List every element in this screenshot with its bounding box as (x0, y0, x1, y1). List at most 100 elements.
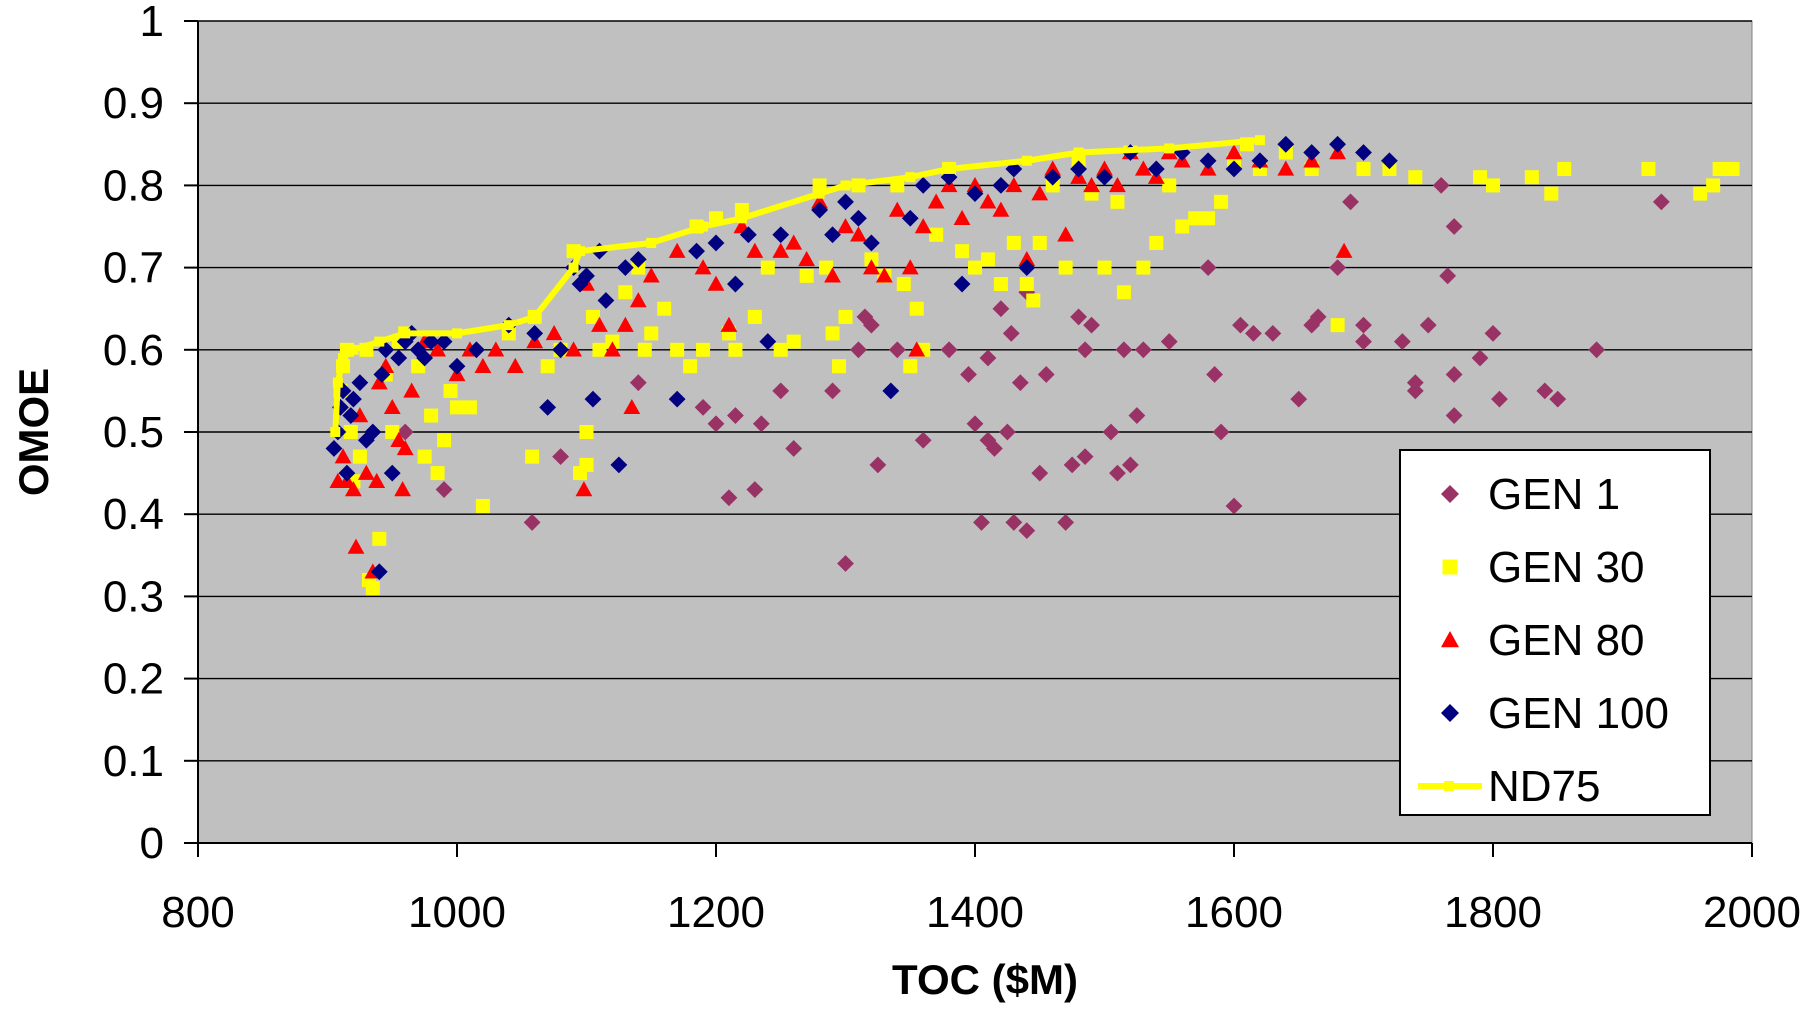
y-tick-label: 0.3 (103, 572, 164, 621)
data-point (840, 180, 851, 191)
data-point (1006, 235, 1021, 250)
data-point (1232, 316, 1249, 334)
data-point (462, 400, 477, 415)
data-point (644, 326, 659, 341)
data-point (506, 357, 524, 373)
x-tick-label: 1200 (667, 888, 765, 937)
data-point (837, 218, 854, 234)
data-point (979, 349, 997, 367)
data-point (1473, 170, 1488, 185)
data-point (1018, 250, 1036, 267)
y-tick-label: 0.8 (103, 161, 164, 210)
data-point (980, 252, 995, 267)
data-point (578, 267, 595, 285)
data-point (814, 188, 825, 199)
data-point (668, 242, 686, 258)
data-point (1652, 193, 1670, 211)
legend-label: GEN 80 (1488, 616, 1645, 665)
data-point (759, 333, 777, 350)
data-point (1439, 267, 1457, 285)
data-point (330, 427, 341, 437)
data-point (908, 341, 926, 357)
data-point (424, 408, 439, 423)
data-point (416, 349, 434, 367)
data-point (584, 390, 602, 408)
data-point (334, 448, 352, 464)
data-point (468, 341, 485, 359)
data-point (565, 341, 582, 357)
data-point (1706, 178, 1721, 193)
data-point (552, 341, 569, 359)
data-point (450, 400, 464, 415)
data-point (850, 226, 867, 242)
data-point (720, 489, 738, 507)
data-point (1419, 316, 1437, 334)
data-point (683, 359, 698, 374)
data-point (443, 383, 458, 398)
data-point (953, 275, 971, 293)
legend-marker-swatch (1444, 781, 1454, 791)
data-point (1021, 155, 1032, 166)
data-point (545, 324, 563, 341)
data-point (1115, 341, 1133, 359)
y-tick-label: 0.7 (103, 244, 164, 293)
data-point (529, 311, 540, 322)
data-point (1212, 423, 1230, 441)
data-point (869, 456, 887, 474)
legend-item: GEN 80 (1441, 616, 1645, 665)
data-point (1175, 219, 1190, 234)
data-point (585, 309, 600, 324)
data-point (1277, 160, 1295, 176)
data-point (888, 201, 906, 217)
data-point (1486, 178, 1500, 193)
data-point (901, 209, 919, 227)
data-point (837, 555, 854, 572)
data-point (914, 177, 932, 194)
data-point (1070, 308, 1087, 326)
data-point (539, 398, 557, 416)
data-point (523, 514, 541, 531)
x-axis-title: TOC ($M) (892, 956, 1078, 1003)
data-point (993, 277, 1008, 292)
data-point (357, 464, 375, 480)
x-tick-label: 800 (161, 888, 234, 937)
data-point (668, 390, 686, 408)
data-point (616, 259, 634, 276)
data-point (1355, 316, 1372, 334)
data-point (435, 333, 453, 350)
data-point (1693, 186, 1708, 201)
data-point (670, 342, 685, 357)
data-point (1134, 341, 1152, 359)
data-point (575, 246, 586, 257)
y-tick-label: 0.9 (103, 79, 164, 128)
data-point (1524, 170, 1539, 185)
data-point (452, 328, 462, 339)
data-point (1355, 333, 1372, 350)
data-point (698, 221, 709, 232)
data-point (888, 341, 906, 359)
data-point (824, 267, 841, 283)
data-point (629, 250, 647, 268)
data-point (1128, 407, 1146, 424)
data-point (1083, 316, 1100, 334)
data-point (992, 201, 1010, 217)
data-point (832, 359, 847, 374)
data-point (383, 398, 401, 415)
data-point (824, 226, 841, 244)
data-point (370, 563, 388, 581)
data-point (824, 382, 841, 400)
data-point (642, 267, 660, 283)
data-point (1134, 160, 1152, 176)
y-axis-title: OMOE (10, 368, 57, 496)
data-point (657, 301, 672, 316)
data-point (772, 242, 790, 258)
data-point (525, 449, 540, 464)
data-point (1342, 193, 1359, 211)
data-point (903, 359, 918, 374)
data-point (728, 342, 743, 357)
data-point (966, 177, 984, 193)
x-tick-label: 1400 (926, 888, 1024, 937)
data-point (1251, 152, 1269, 170)
data-point (526, 324, 544, 342)
